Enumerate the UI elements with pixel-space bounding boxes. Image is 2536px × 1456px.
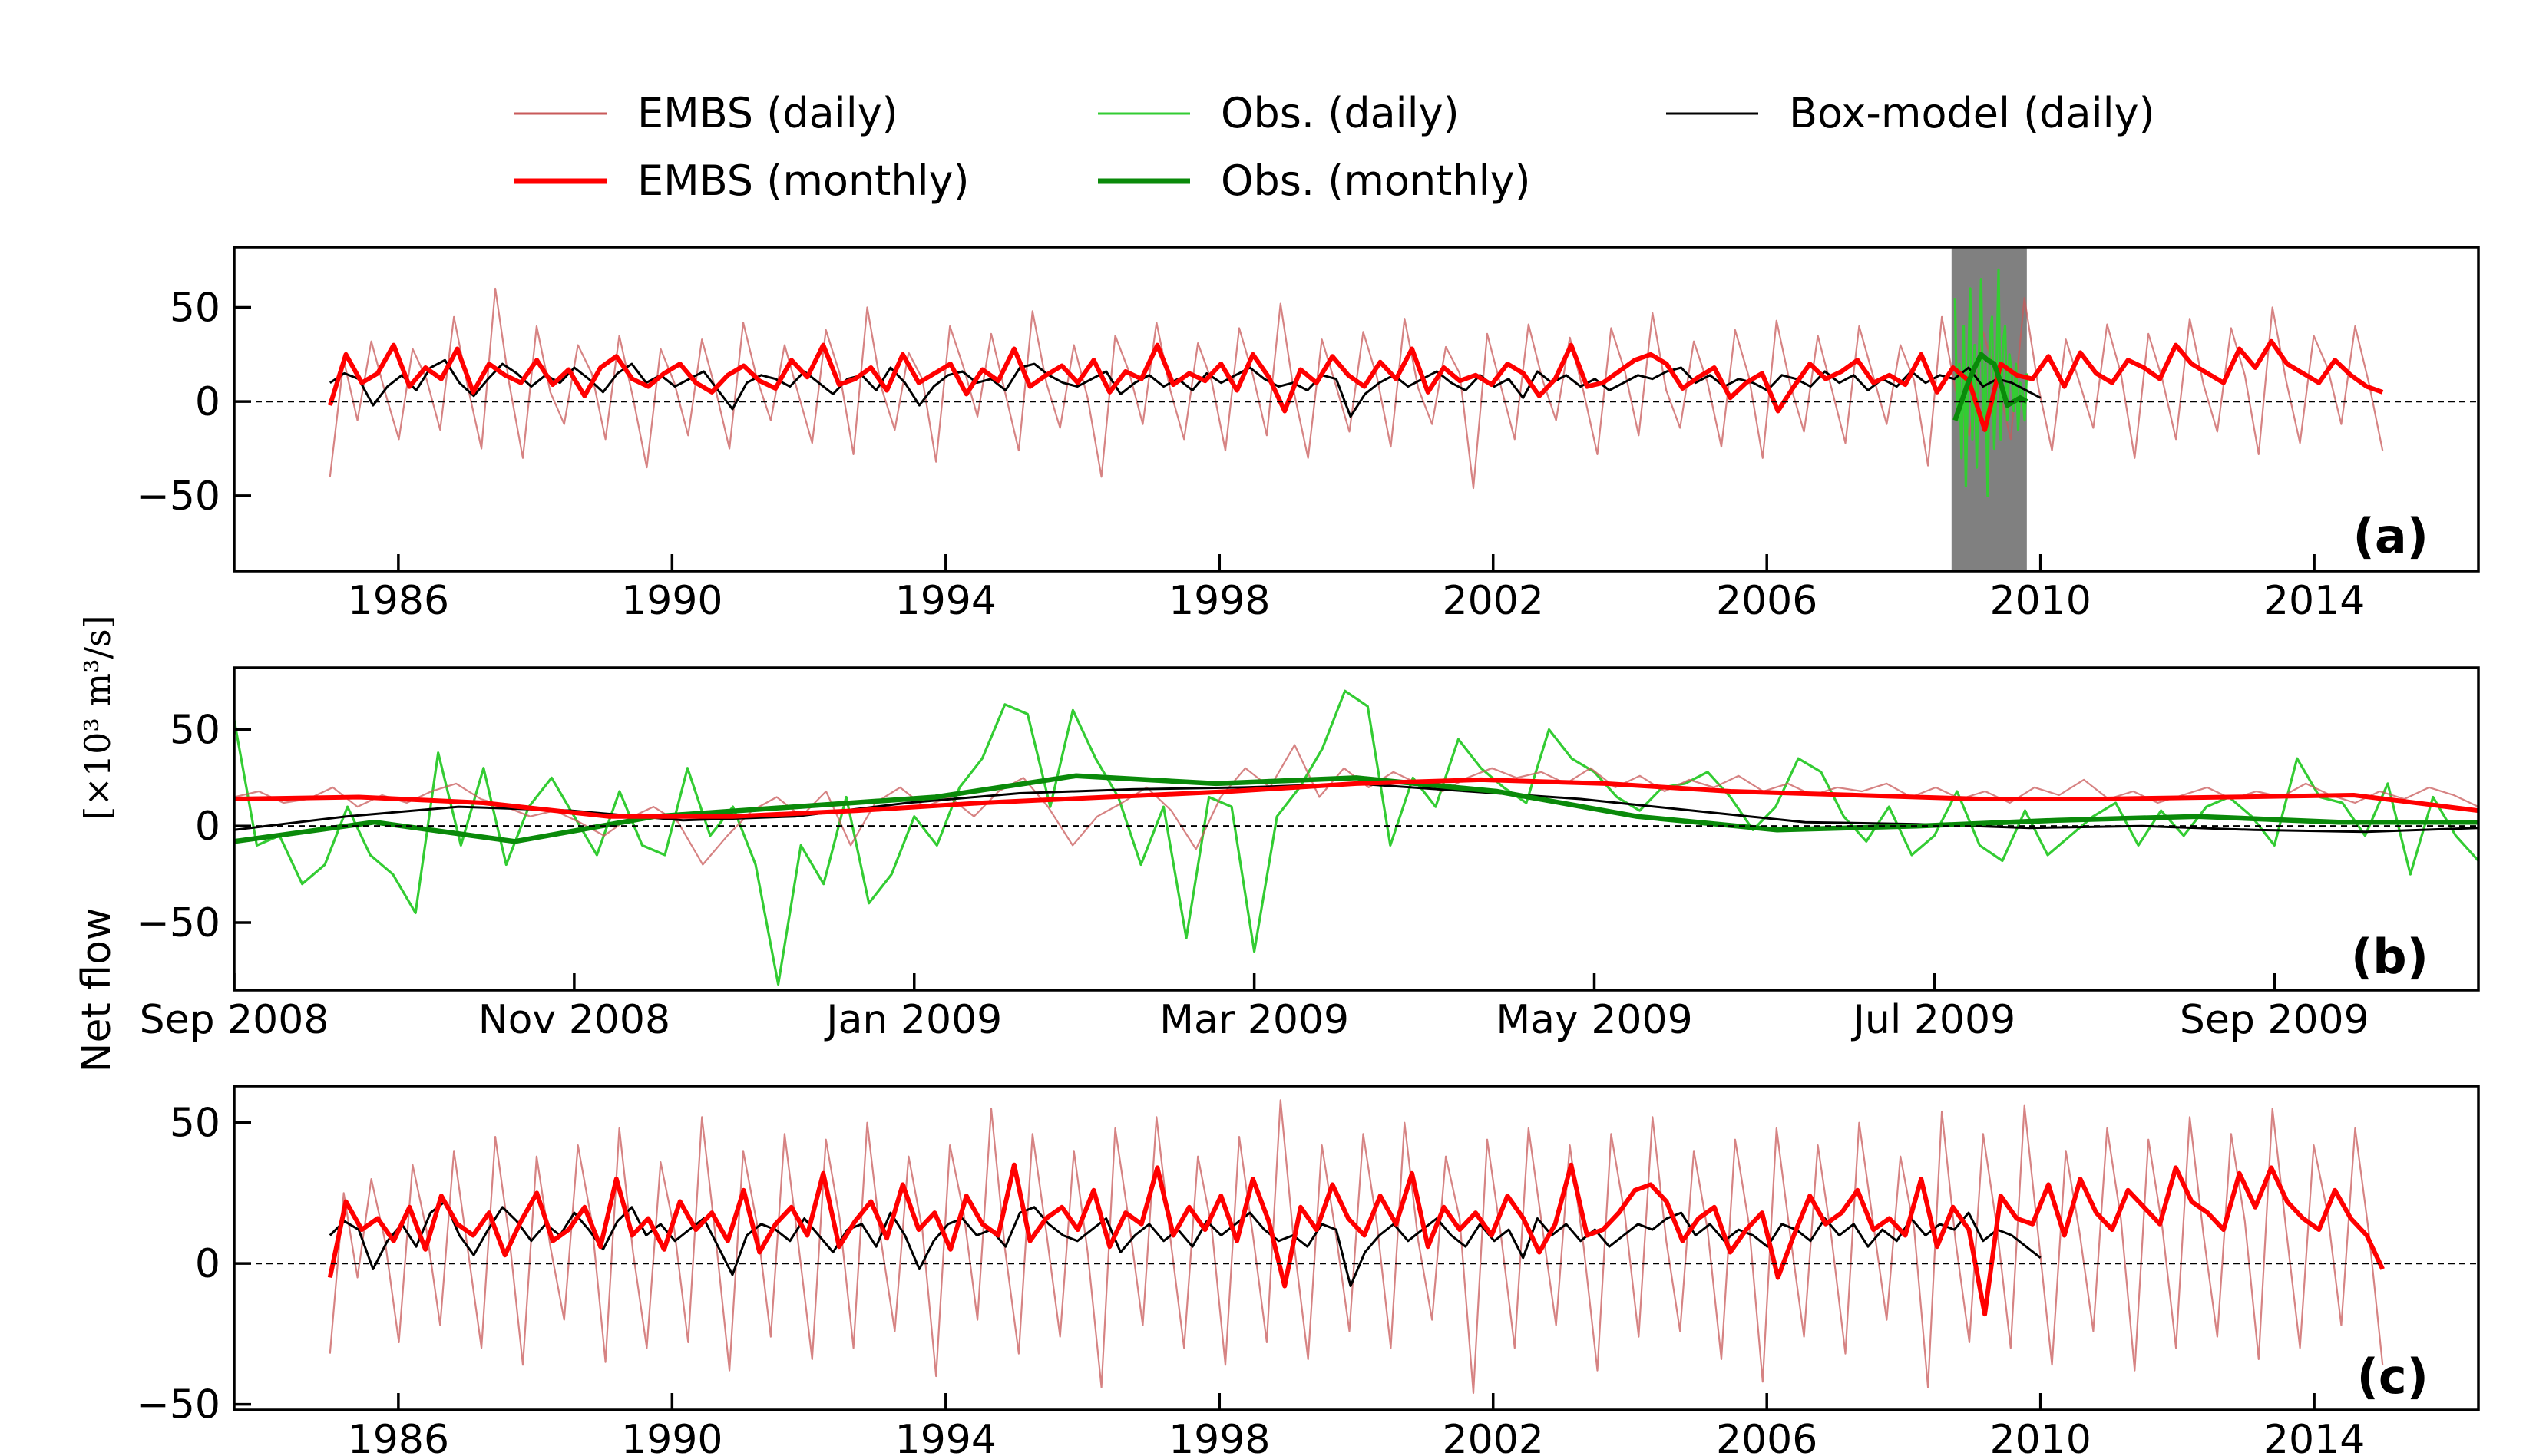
y-axis-label-unit: [×10³ m³/s] — [77, 615, 118, 820]
x-tick-label: Sep 2008 — [140, 997, 329, 1043]
x-tick-label: 1994 — [895, 578, 997, 624]
y-tick-label: 0 — [195, 379, 220, 425]
axes-frame — [233, 666, 2480, 992]
x-tick-label: Mar 2009 — [1159, 997, 1349, 1043]
x-tick-label: Sep 2009 — [2180, 997, 2369, 1043]
x-tick-label: 2006 — [1716, 578, 1817, 624]
x-tick-label: 2006 — [1716, 1417, 1817, 1456]
series-obs-daily — [1953, 268, 2028, 497]
x-tick-label: 1998 — [1169, 1417, 1270, 1456]
series-box-model-daily — [234, 782, 2478, 834]
panel-tag: (b) — [2351, 929, 2429, 985]
axes-frame — [233, 246, 2480, 573]
series-embs-monthly — [234, 777, 2478, 819]
legend: EMBS (daily) EMBS (monthly) Obs. (daily) Ob… — [514, 89, 2155, 205]
legend-entry-box-model-daily: Box-model (daily) — [1666, 89, 2155, 137]
plot-area — [234, 247, 2478, 571]
plot-area — [234, 689, 2478, 986]
series-embs-daily — [234, 744, 2478, 866]
x-tick-label: 1986 — [348, 1417, 449, 1456]
y-axis-label: Net flow [×10³ m³/s] — [74, 615, 120, 1072]
y-axis-label-main: Net flow — [74, 908, 120, 1073]
panel-c: −50 0 50 1986 1990 1994 1998 2002 2006 2010 2014 (c… — [136, 1085, 2480, 1456]
x-tick-label: Nov 2008 — [478, 997, 670, 1043]
legend-label-embs-daily: EMBS (daily) — [637, 89, 898, 137]
x-tick-label: 2002 — [1443, 578, 1544, 624]
panel-a: −50 0 50 1986 1990 1994 1998 2002 2006 2010 2014 (a… — [136, 246, 2480, 624]
y-tick-label: −50 — [136, 474, 220, 520]
x-tick-label: 1998 — [1169, 578, 1270, 624]
series-embs-daily — [329, 1099, 2384, 1395]
legend-entry-embs-monthly: EMBS (monthly) — [514, 157, 970, 205]
legend-label-box-model-daily: Box-model (daily) — [1789, 89, 2155, 137]
y-tick-label: −50 — [136, 1382, 220, 1428]
series-embs-monthly — [327, 1162, 2385, 1317]
y-tick-label: 0 — [195, 1241, 220, 1287]
series-obs-monthly — [1952, 352, 2028, 421]
panel-b: −50 0 50 Sep 2008 Nov 2008 Jan 2009 Mar 2009 Ma… — [136, 666, 2480, 1043]
panel-tag: (c) — [2357, 1349, 2429, 1405]
legend-label-obs-monthly: Obs. (monthly) — [1221, 157, 1531, 205]
series-embs-monthly — [327, 338, 2384, 432]
series-box-model-daily — [329, 1200, 2042, 1287]
x-tick-label: 1990 — [621, 1417, 722, 1456]
series-obs-monthly — [234, 773, 2478, 844]
x-tick-label: 2002 — [1443, 1417, 1544, 1456]
y-tick-label: 0 — [195, 804, 220, 850]
panel-tag: (a) — [2352, 508, 2429, 564]
series-obs-daily — [234, 689, 2478, 986]
y-tick-label: 50 — [170, 286, 220, 332]
x-tick-label: Jan 2009 — [824, 997, 1002, 1043]
legend-entry-embs-daily: EMBS (daily) — [514, 89, 898, 137]
series-embs-daily — [329, 287, 2384, 490]
y-tick-label: 50 — [170, 1101, 220, 1147]
series-box-model-daily — [329, 358, 2042, 418]
plot-area — [234, 1099, 2478, 1395]
legend-entry-obs-monthly: Obs. (monthly) — [1098, 157, 1531, 205]
x-tick-label: 1990 — [621, 578, 722, 624]
x-tick-label: 1994 — [895, 1417, 997, 1456]
y-tick-label: −50 — [136, 900, 220, 946]
x-tick-label: 1986 — [348, 578, 449, 624]
x-tick-label: 2010 — [1989, 1417, 2091, 1456]
x-tick-label: 2010 — [1989, 578, 2091, 624]
x-tick-label: 2014 — [2263, 578, 2365, 624]
legend-label-obs-daily: Obs. (daily) — [1221, 89, 1460, 137]
x-tick-label: May 2009 — [1496, 997, 1692, 1043]
y-tick-label: 50 — [170, 707, 220, 753]
x-tick-label: Jul 2009 — [1851, 997, 2016, 1043]
legend-label-embs-monthly: EMBS (monthly) — [637, 157, 970, 205]
axes-frame — [233, 1085, 2480, 1411]
x-tick-label: 2014 — [2263, 1417, 2365, 1456]
legend-entry-obs-daily: Obs. (daily) — [1098, 89, 1460, 137]
